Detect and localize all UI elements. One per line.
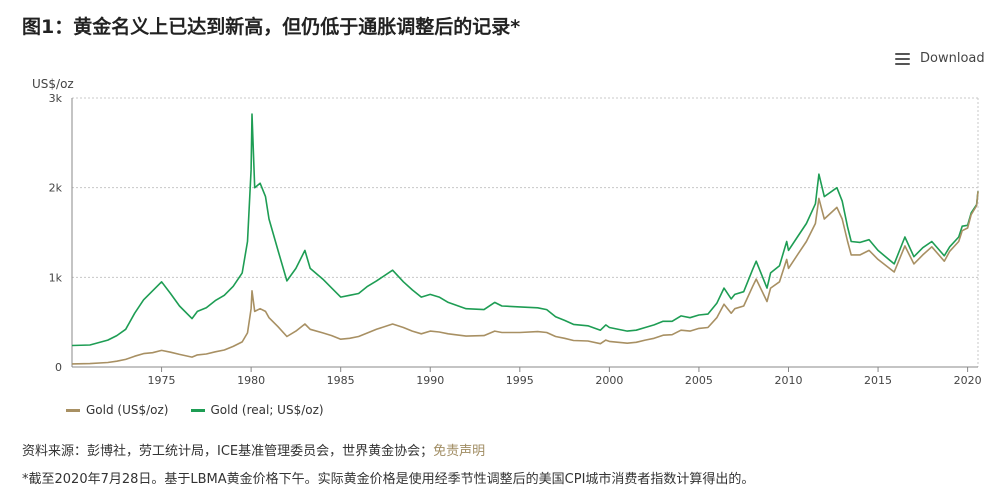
x-tick-label: 1985	[327, 374, 355, 387]
legend-label-nominal: Gold (US$/oz)	[86, 403, 169, 417]
download-label: Download	[920, 51, 985, 66]
series-line-nominal	[71, 191, 979, 365]
series-line-real	[71, 113, 979, 347]
x-tick-label: 1990	[416, 374, 444, 387]
source-text: 资料来源：彭博社，劳工统计局，ICE基准管理委员会，世界黄金协会；	[22, 444, 434, 459]
source-line: 资料来源：彭博社，劳工统计局，ICE基准管理委员会，世界黄金协会；免责声明	[22, 440, 485, 459]
disclaimer-link[interactable]: 免责声明	[433, 444, 486, 459]
hamburger-menu-icon	[895, 52, 910, 65]
legend-swatch-real	[190, 408, 205, 412]
y-tick-label: 3k	[49, 92, 63, 105]
legend-item-nominal[interactable]: Gold (US$/oz)	[66, 403, 169, 417]
legend-label-real: Gold (real; US$/oz)	[210, 403, 324, 417]
x-tick-label: 2020	[954, 374, 982, 387]
download-button[interactable]: Download	[895, 51, 985, 66]
x-tick-label: 1975	[148, 374, 176, 387]
y-tick-label: 1k	[49, 271, 63, 284]
x-tick-label: 2015	[864, 374, 892, 387]
gold-price-chart: 0 1k 2k 3k 1975 1980 1985 1990 1995 2000 2005 2010 2…	[49, 92, 982, 387]
chart-legend: Gold (US$/oz) Gold (real; US$/oz)	[66, 403, 324, 417]
y-tick-label: 0	[55, 361, 62, 374]
chart-title: 图1：黄金名义上已达到新高，但仍低于通胀调整后的记录*	[22, 16, 521, 38]
x-tick-label: 1995	[506, 374, 534, 387]
x-tick-label: 1980	[237, 374, 265, 387]
x-tick-label: 2005	[685, 374, 713, 387]
x-tick-label: 2010	[774, 374, 802, 387]
footnote: *截至2020年7月28日。基于LBMA黄金价格下午。实际黄金价格是使用经季节性…	[22, 472, 755, 487]
legend-swatch-nominal	[66, 408, 80, 412]
y-axis-unit-label: US$/oz	[32, 77, 74, 91]
legend-item-real[interactable]: Gold (real; US$/oz)	[190, 403, 324, 417]
x-tick-label: 2000	[595, 374, 623, 387]
y-tick-label: 2k	[49, 182, 63, 195]
